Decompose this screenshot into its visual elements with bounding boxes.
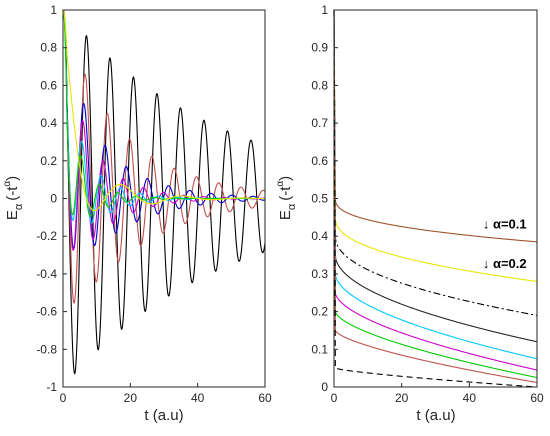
y-tick-label: -1 [46,380,57,394]
right-ylabel: Eα(-tα) [275,176,298,220]
right-axes-box [333,9,538,388]
x-tick-label: 60 [258,391,272,405]
y-tick-label: 0.8 [311,78,328,92]
series-line [62,9,266,250]
alpha-annotation: ↓ α=0.2 [483,256,527,271]
y-tick-label: 0.6 [40,78,57,92]
y-tick-label: 0.8 [40,41,57,55]
y-tick-label: 0.6 [311,154,328,168]
series-line [62,9,266,305]
series-line [333,9,538,316]
series-line [62,9,265,224]
alpha-annotation: ↓ α=0.1 [483,217,527,232]
y-tick-label: 1 [321,3,328,17]
y-tick-label: 0 [321,380,328,394]
y-tick-label: 1 [50,3,57,17]
x-tick-label: 60 [530,391,544,405]
y-tick-label: 0.4 [311,229,328,243]
svg-text:Eα(-tα): Eα(-tα) [275,176,298,220]
y-tick-label: -0.2 [36,229,57,243]
y-tick-label: -0.4 [36,267,57,281]
series-line [62,9,265,212]
x-tick-label: 40 [463,391,477,405]
y-tick-label: -0.8 [36,342,57,356]
series-line [333,9,538,371]
left-panel: 0 20 40 60-1-0.8-0.6-0.4-0.200.20.40.60.81 … [2,3,272,424]
left-ylabel: Eα(-tα) [2,176,25,220]
x-tick-label: 0 [331,391,338,405]
series-line [333,9,538,360]
series-line [333,9,538,379]
right-panel: 0 20 40 60 0 0.1 0.2 0.3 0.4 0.5 0.6 0.7 0.8 0.9 1 ↓ α… [275,3,544,424]
series-line [333,9,538,384]
y-tick-label: 0 [50,192,57,206]
y-tick-label: 0.3 [311,267,328,281]
series-line [62,9,265,218]
y-tick-label: 0.2 [40,154,57,168]
x-tick-label: 0 [60,391,67,405]
series-line [333,9,538,388]
series-line [62,9,266,375]
series-line [333,9,538,243]
series-line [333,9,538,282]
y-tick-label: 0.9 [311,41,328,55]
y-tick-label: 0.5 [311,192,328,206]
left-xlabel: t (a.u) [144,407,183,424]
y-tick-label: -0.6 [36,305,57,319]
series-line [333,9,538,343]
right-xlabel: t (a.u) [416,407,455,424]
x-tick-label: 20 [395,391,409,405]
y-tick-label: 0.7 [311,116,328,130]
x-tick-label: 40 [191,391,205,405]
y-tick-label: 0.4 [40,116,57,130]
y-tick-label: 0.1 [311,342,328,356]
svg-text:Eα(-tα): Eα(-tα) [2,176,25,220]
x-tick-label: 20 [124,391,138,405]
y-tick-label: 0.2 [311,305,328,319]
